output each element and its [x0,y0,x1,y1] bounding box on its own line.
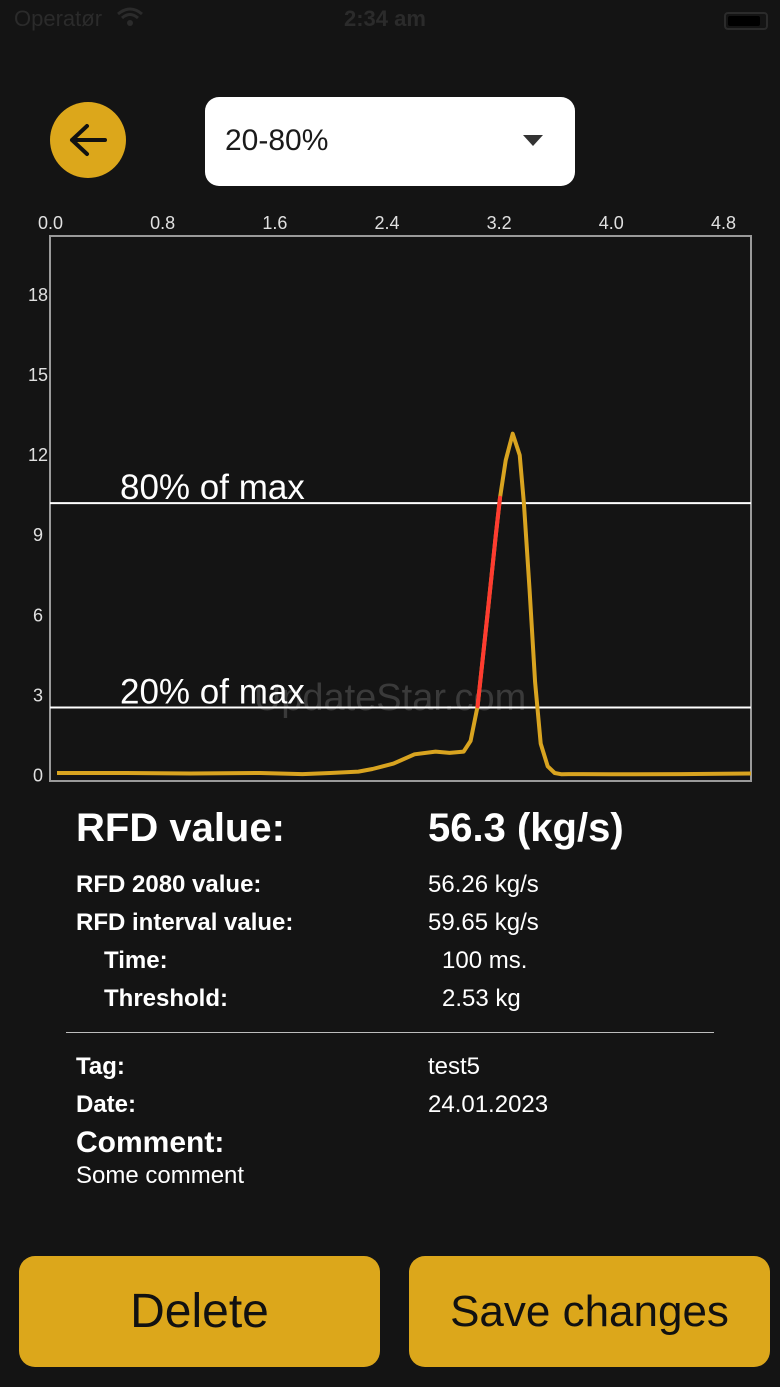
status-bar: Operatør 2:34 am [0,0,780,40]
interval-value: 59.65 kg/s [428,909,539,936]
tag-label: Tag: [76,1053,125,1080]
back-button[interactable] [50,102,126,178]
rfd-value: 56.3 (kg/s) [428,806,624,850]
y-tick-label: 12 [28,445,48,465]
y-tick-label: 18 [28,285,48,305]
rfd-interval-segment [475,495,502,709]
plot-frame [49,235,752,782]
battery-icon [724,12,768,30]
wifi-icon [116,6,144,34]
range-select-value: 20-80% [225,124,329,157]
x-tick-label: 3.2 [487,213,512,233]
clock-label: 2:34 am [344,6,426,31]
y-tick-label: 9 [33,525,43,545]
comment-label: Comment: [76,1126,225,1159]
threshold-label: Threshold: [104,985,228,1012]
x-tick-label: 0.8 [150,213,175,233]
x-tick-label: 1.6 [262,213,287,233]
delete-button[interactable]: Delete [19,1256,380,1367]
save-changes-button[interactable]: Save changes [409,1256,770,1367]
y-tick-label: 6 [33,605,43,625]
rfd-label: RFD value: [76,806,285,850]
x-tick-label: 4.0 [599,213,624,233]
reference-line-label: 20% of max [120,673,305,712]
time-value: 100 ms. [442,947,528,974]
comment-value: Some comment [76,1162,245,1189]
time-label: Time: [104,947,168,974]
threshold-value: 2.53 kg [442,985,521,1012]
carrier-label: Operatør [14,6,103,31]
rfd2080-label: RFD 2080 value: [76,871,262,898]
x-tick-label: 4.8 [711,213,736,233]
x-tick-label: 2.4 [374,213,399,233]
reference-line-label: 80% of max [120,468,305,507]
date-value: 24.01.2023 [428,1091,549,1118]
interval-label: RFD interval value: [76,909,294,936]
force-chart: 0.0 0.8 1.6 2.4 3.2 4.0 4.8 0 3 6 9 12 15 18 UpdateSta… [0,200,780,800]
y-tick-label: 0 [33,766,43,786]
rfd2080-value: 56.26 kg/s [428,871,539,898]
triangle-down-icon [523,135,543,146]
tag-value: test5 [428,1053,481,1080]
force-chart-svg: 0.0 0.8 1.6 2.4 3.2 4.0 4.80369121518UpdateSta… [28,213,752,786]
y-tick-label: 3 [33,686,43,706]
date-label: Date: [76,1091,137,1118]
range-select[interactable]: 20-80% [205,97,575,186]
divider [66,1032,714,1033]
arrow-left-icon [70,124,107,156]
x-tick-label: 0.0 [38,213,63,233]
y-tick-label: 15 [28,365,48,385]
